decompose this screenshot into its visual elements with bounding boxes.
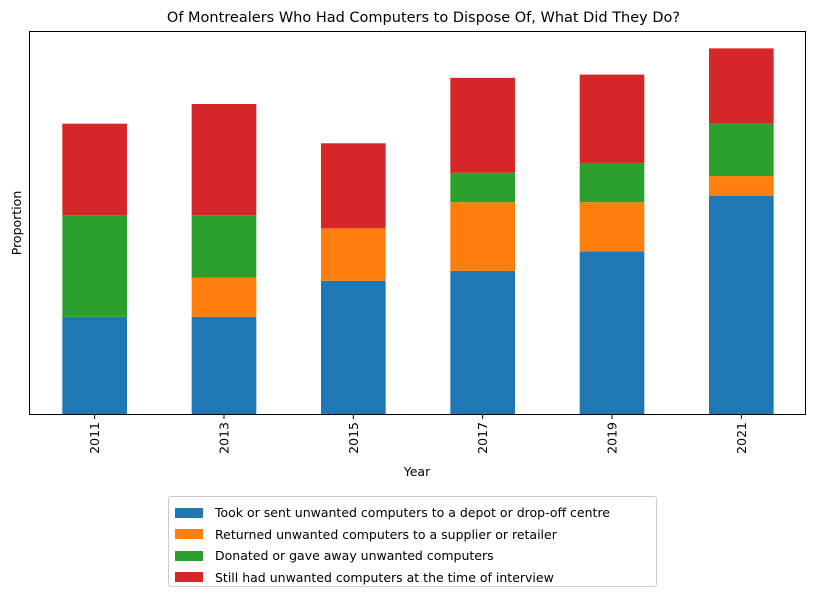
legend-label: Returned unwanted computers to a supplie… <box>215 526 557 542</box>
x-tick-label: 2013 <box>217 422 232 454</box>
plot-frame <box>29 31 806 415</box>
legend-label: Took or sent unwanted computers to a dep… <box>215 505 610 521</box>
chart-title: Of Montrealers Who Had Computers to Disp… <box>167 10 680 26</box>
x-tick-label: 2015 <box>346 422 361 454</box>
bar-segment-2011-series-3 <box>62 123 127 216</box>
legend-item: Returned unwanted computers to a supplie… <box>175 524 656 546</box>
legend-item: Took or sent unwanted computers to a dep… <box>175 502 656 524</box>
bar-segment-2011-series-2 <box>62 215 127 317</box>
legend-item: Still had unwanted computers at the time… <box>175 567 656 589</box>
bar-segment-2013-series-2 <box>191 215 257 278</box>
x-tick-label: 2017 <box>475 422 490 454</box>
legend-label: Donated or gave away unwanted computers <box>215 548 494 564</box>
bar-segment-2017-series-0 <box>450 270 515 415</box>
chart: Of Montrealers Who Had Computers to Disp… <box>9 10 806 479</box>
legend-swatch <box>175 550 203 561</box>
bar-segment-2011-series-0 <box>62 316 127 415</box>
bar-segment-2019-series-0 <box>579 251 645 415</box>
bar-segment-2017-series-3 <box>450 77 515 173</box>
legend: Took or sent unwanted computers to a dep… <box>168 496 657 587</box>
x-tick-label: 2011 <box>87 422 102 454</box>
legend-swatch <box>175 507 203 518</box>
bar-segment-2013-series-0 <box>191 316 257 415</box>
bar-segment-2021-series-2 <box>709 123 774 177</box>
legend-item: Donated or gave away unwanted computers <box>175 545 656 567</box>
x-tick-label: 2019 <box>605 422 620 454</box>
bar-segment-2019-series-2 <box>579 162 645 203</box>
bar-segment-2021-series-3 <box>709 48 774 124</box>
x-ticks: 2011 2013 2015 2017 2019 2021 <box>87 415 749 454</box>
bar-segment-2019-series-3 <box>579 74 645 163</box>
bar-segment-2013-series-1 <box>191 277 257 317</box>
legend-label: Still had unwanted computers at the time… <box>215 569 554 585</box>
y-axis-label: Proportion <box>9 191 24 256</box>
bar-segment-2021-series-0 <box>709 195 774 415</box>
legend-swatch <box>175 572 203 583</box>
bar-segment-2019-series-1 <box>579 202 645 252</box>
x-tick-label: 2021 <box>734 422 749 454</box>
bar-segment-2015-series-1 <box>321 228 386 281</box>
bar-segment-2015-series-0 <box>321 280 386 415</box>
bar-segment-2013-series-3 <box>191 104 257 216</box>
bar-segment-2017-series-1 <box>450 202 515 271</box>
x-axis-label: Year <box>403 464 431 479</box>
bar-segment-2017-series-2 <box>450 172 515 203</box>
bars <box>62 48 774 415</box>
bar-segment-2015-series-3 <box>321 143 386 229</box>
bar-segment-2021-series-1 <box>709 176 774 196</box>
legend-swatch <box>175 529 203 540</box>
